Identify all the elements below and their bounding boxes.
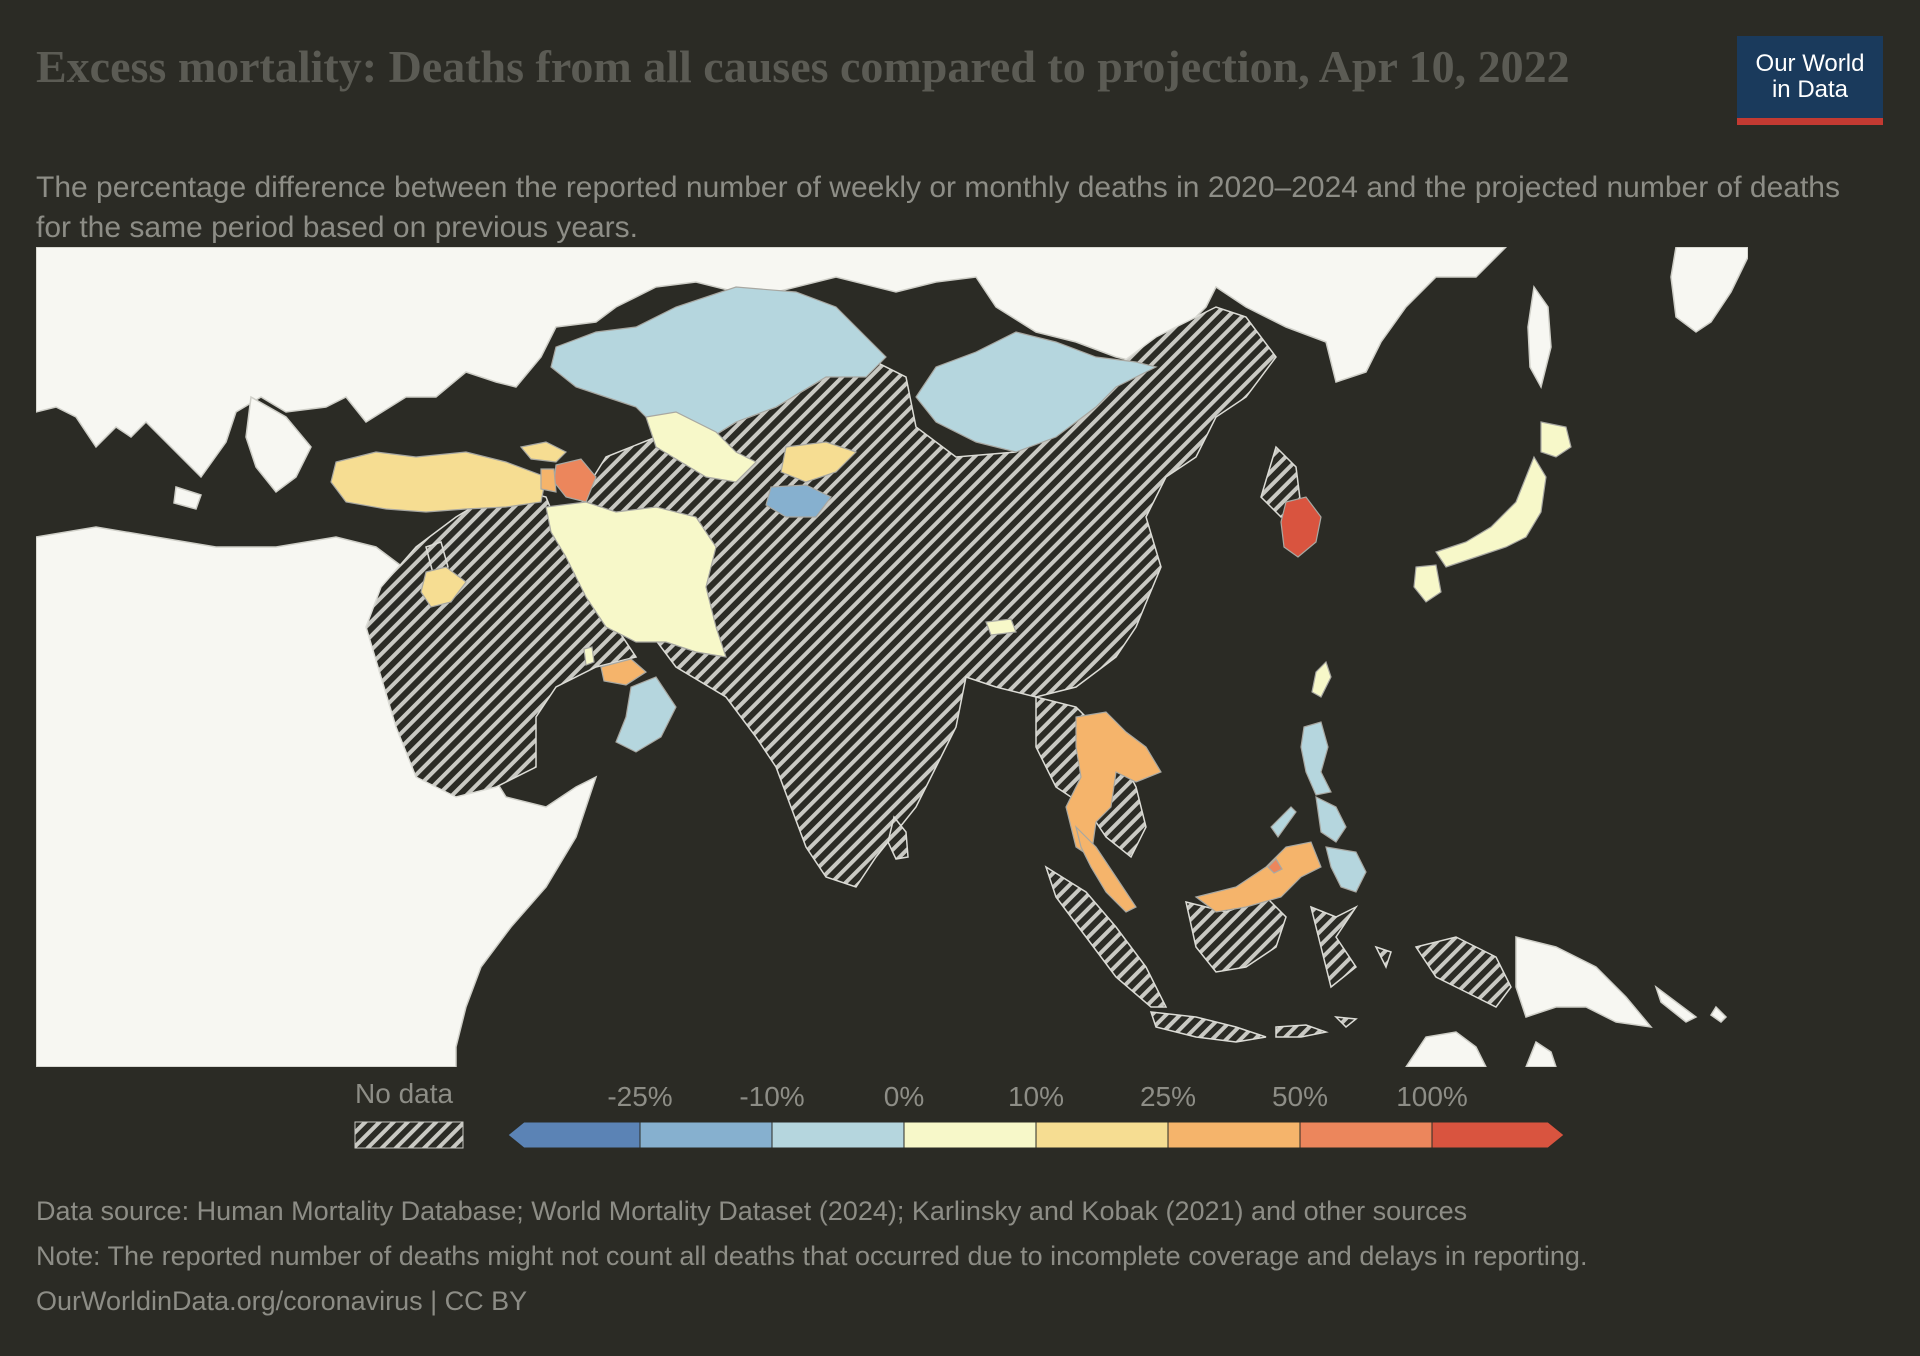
data-source-note: Data source: Human Mortality Database; W… [36, 1196, 1468, 1226]
legend-bin [1299, 1121, 1433, 1149]
region-jordan-lebanon [420, 566, 467, 608]
legend-bin [639, 1121, 773, 1149]
region-philippines-luzon [1300, 721, 1332, 796]
no-data-swatch [354, 1121, 464, 1149]
legend-tick-label: -10% [739, 1081, 804, 1112]
region-taiwan [1311, 660, 1332, 698]
region-kazakhstan [550, 286, 887, 448]
legend-tick-label: 100% [1396, 1081, 1468, 1112]
chart-title: Excess mortality: Deaths from all causes… [36, 41, 1570, 92]
legend-tick-label: 10% [1008, 1081, 1064, 1112]
region-brunei [1267, 858, 1283, 874]
region-bhutan [985, 618, 1017, 636]
region-japan-hokkaido [1540, 421, 1572, 458]
logo-line-2: in Data [1771, 76, 1849, 103]
source-url[interactable]: OurWorldinData.org/coronavirus | CC BY [36, 1286, 528, 1316]
region-mongolia [915, 331, 1158, 453]
map-svg [36, 247, 1748, 1067]
region-japan-kyushu [1413, 564, 1442, 603]
legend-tick-label: 25% [1140, 1081, 1196, 1112]
legend-tick-label: 0% [884, 1081, 924, 1112]
legend-bin [1167, 1121, 1301, 1149]
coverage-note: Note: The reported number of deaths migh… [36, 1241, 1588, 1271]
region-qatar [583, 646, 595, 666]
region-philippines-mindanao [1325, 846, 1367, 893]
chart-subtitle: The percentage difference between the re… [36, 171, 1840, 244]
region-thailand [1065, 711, 1162, 859]
region-iran [545, 501, 727, 658]
logo-line-1: Our World [1755, 50, 1865, 77]
region-japan-honshu [1435, 455, 1547, 568]
region-armenia [540, 468, 557, 493]
no-data-label: No data [355, 1078, 454, 1109]
choropleth-map[interactable] [36, 247, 1748, 1067]
land-other [36, 247, 1748, 1067]
region-georgia [519, 441, 568, 463]
legend-svg: -25% -10% 0% 10% 25% 50% 100% [354, 1081, 1565, 1149]
region-malaysia-peninsula [1074, 825, 1137, 913]
legend-bin [507, 1121, 641, 1149]
region-uzbekistan [645, 411, 758, 483]
legend-tick-label: -25% [607, 1081, 672, 1112]
legend-bin [903, 1121, 1037, 1149]
region-philippines-visayas [1315, 795, 1347, 843]
no-data-regions [365, 306, 1512, 1043]
color-legend: No data -25% -10% 0% 10% 25% 50% 100% [350, 1078, 1580, 1188]
owid-logo[interactable]: Our World in Data [1737, 36, 1883, 125]
region-tajikistan [765, 484, 832, 518]
legend-bin [1431, 1121, 1565, 1149]
region-kyrgyzstan [780, 441, 858, 483]
data-regions [330, 286, 1572, 913]
legend-bin [1035, 1121, 1169, 1149]
region-oman [615, 676, 677, 753]
legend-tick-label: 50% [1272, 1081, 1328, 1112]
region-uae [600, 658, 647, 686]
region-turkey [330, 451, 547, 513]
region-malaysia-borneo [1194, 841, 1322, 913]
region-philippines-palawan [1270, 806, 1297, 839]
legend-bin [771, 1121, 905, 1149]
region-south-korea [1280, 496, 1322, 558]
